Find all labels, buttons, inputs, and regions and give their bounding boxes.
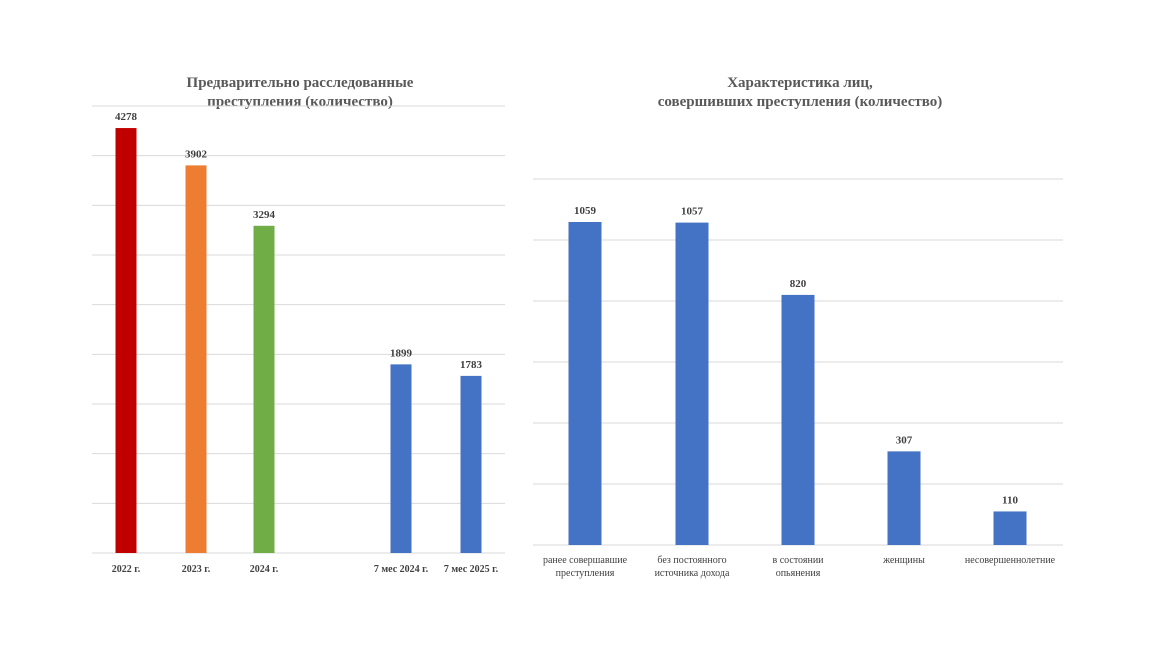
bar-left-2	[253, 225, 275, 553]
data-label: 110	[1002, 494, 1018, 506]
data-label: 1059	[574, 205, 597, 217]
data-label: 1783	[460, 359, 483, 371]
category-label: ранее совершавшие	[543, 555, 628, 566]
bar-left-3	[390, 364, 412, 553]
bar-left-1	[185, 165, 207, 553]
data-label: 3902	[185, 148, 208, 160]
data-label: 3294	[253, 209, 276, 221]
category-label: в состоянии	[772, 555, 824, 566]
category-label: опьянения	[776, 568, 821, 579]
data-label: 1899	[390, 347, 413, 359]
category-label: несовершеннолетние	[965, 555, 1056, 566]
bar-left-0	[115, 128, 137, 553]
bar-right-1	[675, 222, 709, 546]
data-label: 820	[790, 278, 807, 290]
chart-title-right: Характеристика лиц, совершивших преступл…	[600, 74, 1000, 112]
bar-left-4	[460, 375, 482, 553]
category-label: 7 мес 2025 г.	[444, 564, 499, 575]
category-label: 2023 г.	[182, 564, 211, 575]
category-label: без постоянного	[657, 555, 726, 566]
category-label: 7 мес 2024 г.	[374, 564, 429, 575]
bar-right-3	[887, 451, 921, 545]
category-label: 2024 г.	[250, 564, 279, 575]
bar-right-4	[993, 511, 1027, 545]
data-label: 1057	[681, 206, 704, 218]
category-label: преступления	[556, 568, 615, 579]
bar-right-0	[568, 222, 602, 545]
category-label: 2022 г.	[112, 564, 141, 575]
chart-title-right-line2: совершивших преступления (количество)	[657, 94, 943, 110]
category-label: источника дохода	[655, 568, 730, 579]
bar-right-2	[781, 294, 815, 545]
data-label: 307	[896, 434, 913, 446]
chart-title-right-line1: Характеристика лиц,	[727, 75, 873, 91]
category-label: женщины	[882, 555, 925, 566]
chart-title-left-line1: Предварительно расследованные	[186, 75, 414, 91]
data-label: 4278	[115, 111, 138, 123]
